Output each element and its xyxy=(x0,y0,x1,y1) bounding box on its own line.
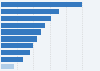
Bar xyxy=(0,57,23,62)
Bar xyxy=(0,36,37,42)
Bar xyxy=(0,29,41,35)
Bar xyxy=(0,9,59,14)
Bar xyxy=(0,16,51,21)
Bar xyxy=(0,23,45,28)
Bar xyxy=(0,50,30,55)
Bar xyxy=(0,64,14,69)
Bar xyxy=(0,2,82,7)
Bar xyxy=(0,43,33,48)
